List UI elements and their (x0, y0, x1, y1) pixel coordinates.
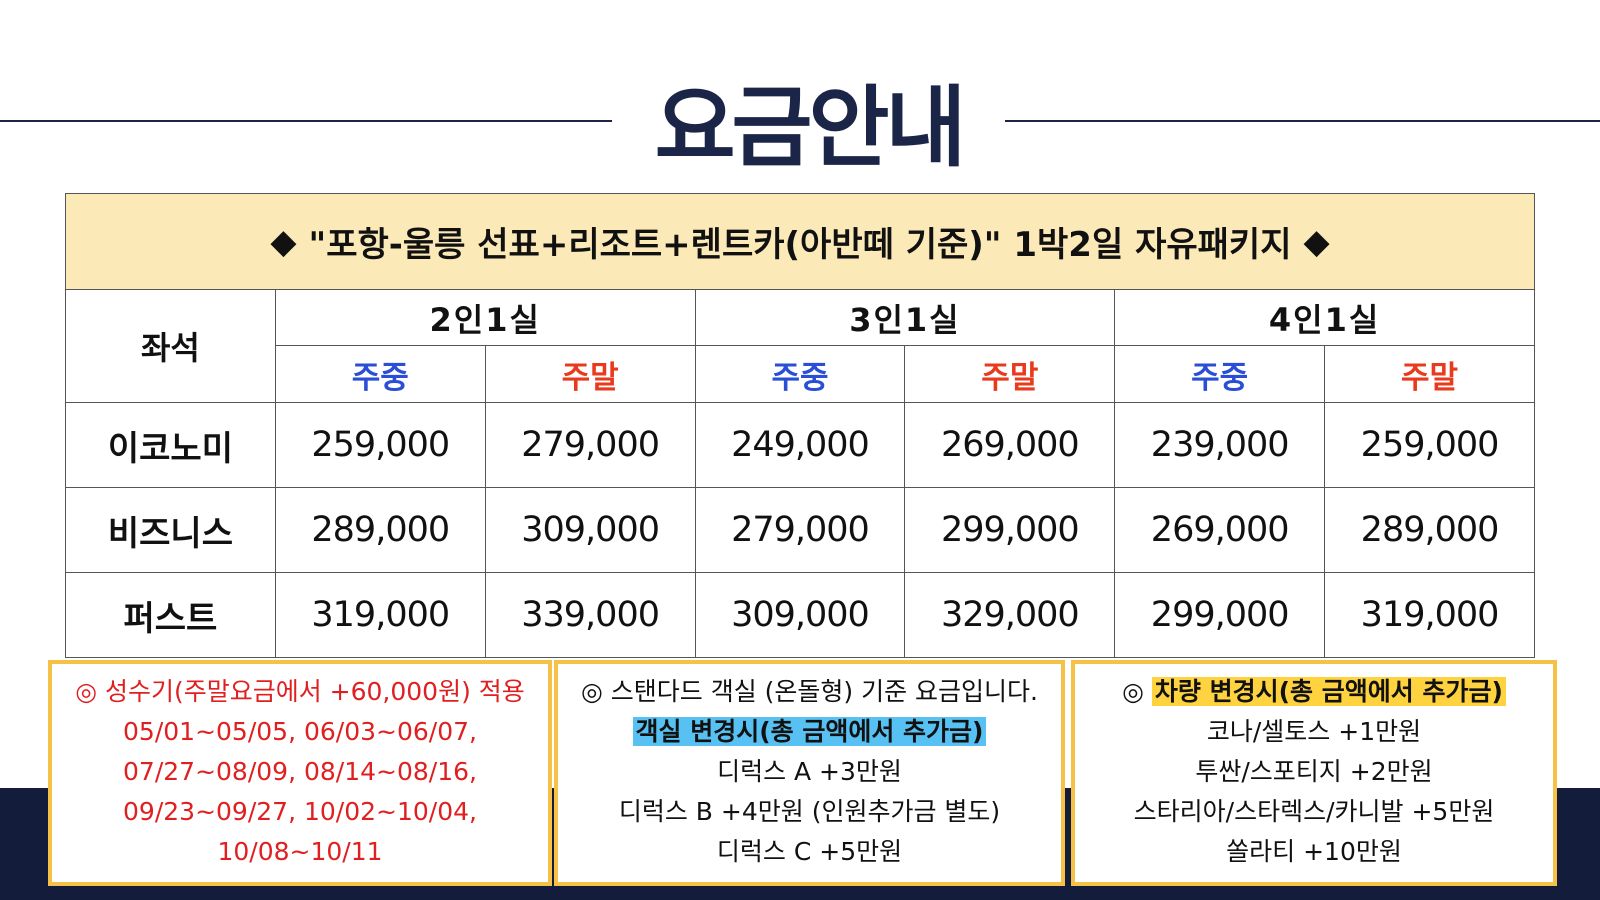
peak-note-title: ◎ 성수기(주말요금에서 +60,000원) 적용 (75, 677, 525, 706)
price-cell: 269,000 (1114, 487, 1326, 573)
seat-grade: 이코노미 (65, 402, 276, 488)
table-row-business: 비즈니스 289,000 309,000 279,000 299,000 269… (65, 487, 1535, 573)
price-cell: 259,000 (274, 402, 486, 488)
package-banner: ◆ "포항-울릉 선표+리조트+렌트카(아반떼 기준)" 1박2일 자유패키지 … (65, 193, 1535, 289)
peak-dates-line: 05/01~05/05, 06/03~06/07, (123, 717, 477, 746)
page-title: 요금안내 (654, 75, 967, 179)
car-upgrade-highlight: 차량 변경시(총 금액에서 추가금) (1151, 677, 1506, 706)
seat-grade: 퍼스트 (65, 572, 276, 658)
table-row-economy: 이코노미 259,000 279,000 249,000 269,000 239… (65, 402, 1535, 488)
seat-header: 좌석 (65, 289, 276, 403)
price-cell: 289,000 (274, 487, 486, 573)
price-cell: 249,000 (694, 402, 906, 488)
seat-grade: 비즈니스 (65, 487, 276, 573)
diamond-icon: ◆ (270, 221, 297, 262)
peak-dates-line: 07/27~08/09, 08/14~08/16, (123, 757, 477, 786)
car-upgrade-note: ◎ 차량 변경시(총 금액에서 추가금) 코나/셀토스 +1만원 투싼/스포티지… (1071, 660, 1557, 886)
price-cell: 339,000 (484, 572, 696, 658)
price-cell: 319,000 (1324, 572, 1535, 658)
title-divider-right (1005, 120, 1600, 122)
room-note-intro: ◎ 스탠다드 객실 (온돌형) 기준 요금입니다. (580, 677, 1038, 706)
room-option: 디럭스 B +4만원 (인원추가금 별도) (618, 797, 1001, 826)
car-option: 스타리아/스타렉스/카니발 +5만원 (1133, 797, 1495, 826)
price-cell: 299,000 (904, 487, 1116, 573)
room-option: 디럭스 C +5만원 (716, 837, 903, 866)
table-row-first: 퍼스트 319,000 339,000 309,000 329,000 299,… (65, 572, 1535, 658)
circle-marker-icon: ◎ (1122, 677, 1144, 706)
weekday-header: 주중 (1114, 345, 1326, 403)
weekend-header: 주말 (484, 345, 696, 403)
peak-dates-line: 10/08~10/11 (217, 837, 383, 866)
diamond-icon: ◆ (1303, 221, 1330, 262)
room-upgrade-note: ◎ 스탠다드 객실 (온돌형) 기준 요금입니다. 객실 변경시(총 금액에서 … (554, 660, 1065, 886)
price-cell: 279,000 (694, 487, 906, 573)
room-option: 디럭스 A +3만원 (717, 757, 902, 786)
peak-dates-line: 09/23~09/27, 10/02~10/04, (123, 797, 477, 826)
price-cell: 309,000 (484, 487, 696, 573)
price-cell: 319,000 (274, 572, 486, 658)
room-header-3: 3인1실 (694, 289, 1116, 346)
price-cell: 259,000 (1324, 402, 1535, 488)
weekend-header: 주말 (1324, 345, 1535, 403)
weekday-header: 주중 (694, 345, 906, 403)
weekend-header: 주말 (904, 345, 1116, 403)
weekday-header: 주중 (274, 345, 486, 403)
room-header-4: 4인1실 (1114, 289, 1535, 346)
price-cell: 289,000 (1324, 487, 1535, 573)
car-option: 투싼/스포티지 +2만원 (1195, 757, 1433, 786)
peak-season-note: ◎ 성수기(주말요금에서 +60,000원) 적용 05/01~05/05, 0… (48, 660, 552, 886)
room-header-2: 2인1실 (274, 289, 696, 346)
title-divider-left (0, 120, 612, 122)
price-cell: 269,000 (904, 402, 1116, 488)
price-cell: 239,000 (1114, 402, 1326, 488)
room-upgrade-highlight: 객실 변경시(총 금액에서 추가금) (632, 717, 987, 746)
fare-table: 좌석 2인1실 3인1실 4인1실 주중 주말 주중 주말 주중 주말 이코노미… (65, 289, 1535, 658)
car-option: 쏠라티 +10만원 (1226, 837, 1402, 866)
price-cell: 329,000 (904, 572, 1116, 658)
car-option: 코나/셀토스 +1만원 (1206, 717, 1422, 746)
price-cell: 309,000 (694, 572, 906, 658)
package-title: "포항-울릉 선표+리조트+렌트카(아반떼 기준)" 1박2일 자유패키지 (308, 225, 1292, 265)
price-cell: 299,000 (1114, 572, 1326, 658)
price-cell: 279,000 (484, 402, 696, 488)
